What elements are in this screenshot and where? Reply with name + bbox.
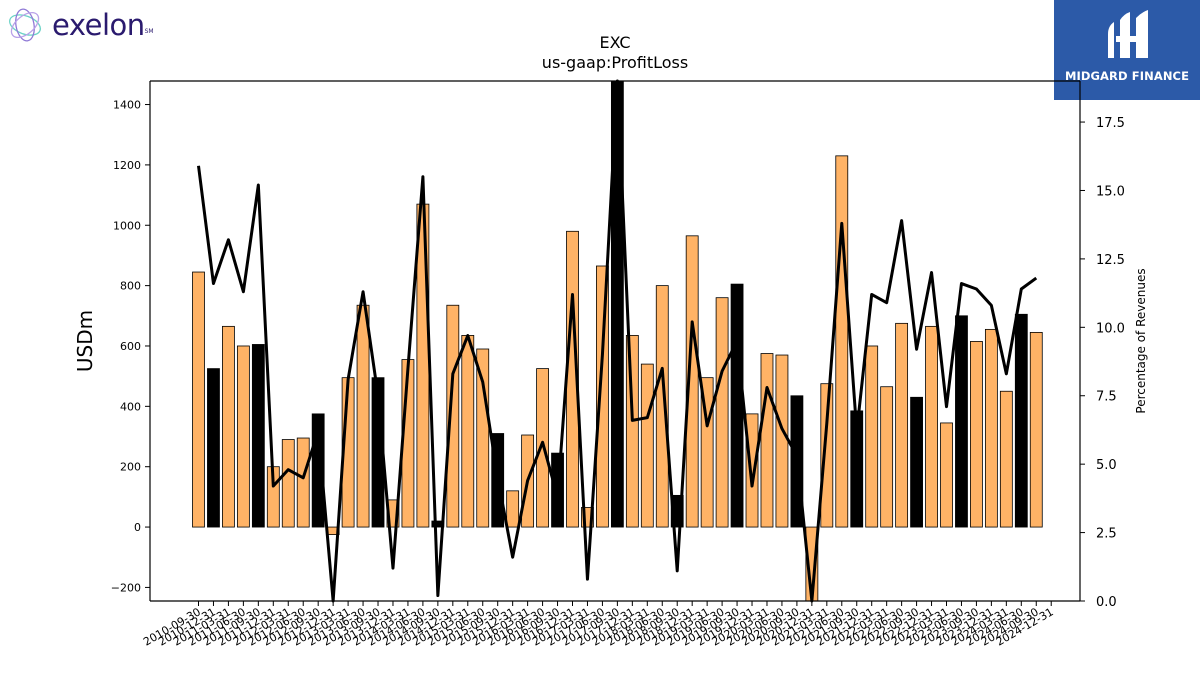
bar <box>910 396 923 528</box>
bar <box>940 422 953 528</box>
bar <box>596 265 609 528</box>
exelon-wordmark: exelon <box>52 8 145 42</box>
midgard-finance-logo: MIDGARD FINANCE <box>1054 0 1200 100</box>
bar <box>760 353 774 528</box>
y-tick-label: 200 <box>120 461 141 474</box>
y2-tick-label: 2.5 <box>1096 527 1117 542</box>
bar <box>461 335 475 528</box>
chart-subtitle: us-gaap:ProfitLoss <box>542 53 688 72</box>
bar <box>895 322 909 528</box>
y2-tick-label: 10.0 <box>1096 321 1125 336</box>
bar <box>835 155 849 528</box>
y-tick-label: 1200 <box>113 159 141 172</box>
bar <box>640 363 654 528</box>
y2-axis-label: Percentage of Revenues <box>1134 268 1148 413</box>
y-tick-label: 800 <box>120 280 141 293</box>
bar <box>476 348 490 528</box>
exelon-service-mark: SM <box>144 27 154 35</box>
y-tick-label: 1000 <box>113 219 141 232</box>
midgard-monogram-icon <box>1108 10 1148 58</box>
bar <box>356 304 370 528</box>
y2-tick-label: 17.5 <box>1096 116 1125 131</box>
bar <box>820 383 834 528</box>
exelon-flower-icon <box>9 8 41 42</box>
bar <box>745 413 759 528</box>
bar <box>880 386 894 528</box>
bar <box>1029 331 1043 528</box>
y2-tick-label: 15.0 <box>1096 184 1125 199</box>
bar <box>999 390 1013 528</box>
bar <box>281 439 295 528</box>
bar <box>685 235 699 528</box>
midgard-finance-brand: MIDGARD FINANCE <box>1064 69 1190 83</box>
bar <box>192 271 205 528</box>
y-tick-label: 400 <box>120 400 141 413</box>
bar <box>655 285 669 528</box>
bar <box>506 490 520 528</box>
bar <box>970 341 983 528</box>
bar <box>984 328 998 528</box>
bar <box>625 335 639 528</box>
bar <box>730 283 744 528</box>
y2-tick-label: 12.5 <box>1096 253 1125 268</box>
y-tick-label: 1400 <box>113 99 141 112</box>
bar <box>296 437 310 528</box>
bar <box>955 315 968 528</box>
exelon-logo: exelon SM <box>4 4 154 46</box>
bar <box>1014 313 1028 528</box>
y2-tick-label: 0.0 <box>1096 595 1117 610</box>
bar <box>715 297 729 528</box>
bar <box>446 304 460 528</box>
y-tick-label: 600 <box>120 340 141 353</box>
y-tick-label: −200 <box>111 581 141 594</box>
y2-tick-label: 7.5 <box>1096 390 1117 405</box>
bar <box>207 368 220 528</box>
y2-tick-label: 5.0 <box>1096 458 1117 473</box>
bar <box>222 325 235 528</box>
bar <box>251 344 265 528</box>
bar <box>865 345 879 528</box>
y-axis-label: USDm <box>73 310 97 372</box>
bar <box>925 325 938 528</box>
bar <box>775 354 789 528</box>
y-tick-label: 0 <box>134 521 141 534</box>
chart-title: EXC <box>599 33 630 52</box>
bar <box>236 345 250 528</box>
plot-area: −200 0 200 400 600 800 1000 1200 1400 0.0 2.5 5.0 7.… <box>111 79 1125 649</box>
